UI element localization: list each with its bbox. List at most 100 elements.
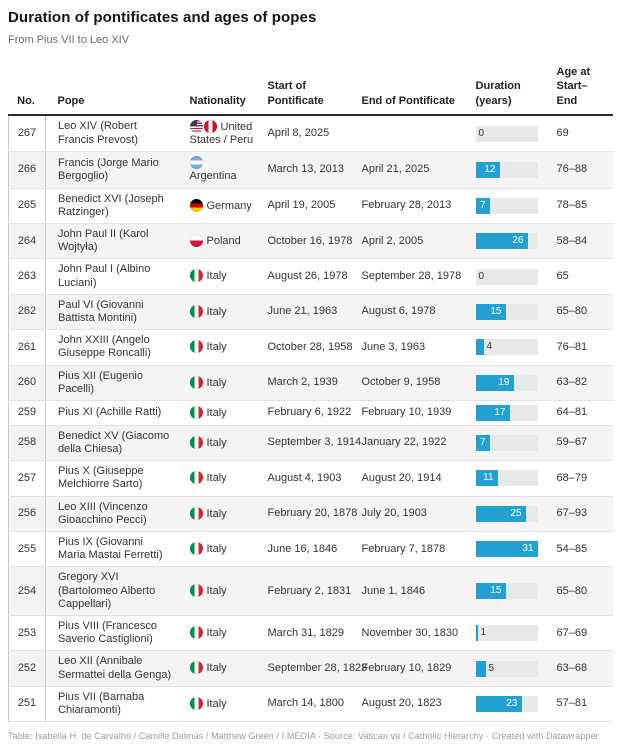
duration-value: 4 <box>486 341 493 353</box>
duration-bar-track: 7 <box>475 435 538 452</box>
flag-group <box>189 375 207 389</box>
pope-name: Gregory XVI (Bartolomeo Alberto Cappella… <box>45 566 184 616</box>
pope-number: 266 <box>8 151 46 189</box>
pope-number: 254 <box>8 566 46 616</box>
pope-name: Pius IX (Giovanni Maria Mastai Ferretti) <box>45 531 184 568</box>
nationality-cell: Argentina <box>183 151 262 189</box>
pope-name: John Paul II (Karol Wojtyła) <box>45 223 184 260</box>
pope-name: Pius VII (Barnaba Chiaramonti) <box>45 686 184 723</box>
flag-group <box>189 119 221 133</box>
nationality-label: Italy <box>206 472 227 485</box>
duration-bar-track: 4 <box>475 339 538 356</box>
duration-value: 1 <box>480 627 487 639</box>
start-date: March 2, 1939 <box>261 365 357 401</box>
italy-flag-icon <box>189 542 203 556</box>
age-range: 63–82 <box>549 365 613 401</box>
flag-group <box>189 471 207 485</box>
flag-group <box>189 435 207 449</box>
start-date: February 20, 1878 <box>261 496 357 533</box>
age-range: 65–80 <box>549 294 613 331</box>
table-body: 267 Leo XIV (Robert Francis Prevost) Uni… <box>8 114 613 723</box>
end-date: February 10, 1829 <box>356 650 467 687</box>
end-date <box>356 114 467 153</box>
pope-number: 262 <box>8 294 46 331</box>
pope-name: Pius XII (Eugenio Pacelli) <box>45 365 184 401</box>
table-row: 254 Gregory XVI (Bartolomeo Alberto Capp… <box>8 566 613 616</box>
nationality-cell: Italy <box>183 294 262 331</box>
start-date: February 2, 1831 <box>261 566 357 616</box>
table-row: 261 John XXIII (Angelo Giuseppe Roncalli… <box>8 329 613 366</box>
duration-bar-fill <box>475 541 538 558</box>
nationality-label: Italy <box>206 585 227 598</box>
nationality-cell: Italy <box>183 400 262 426</box>
start-date: February 6, 1922 <box>261 400 357 426</box>
flag-group <box>189 269 207 283</box>
end-date: June 3, 1963 <box>356 329 467 366</box>
start-date: August 4, 1903 <box>261 460 357 497</box>
duration-bar-track: 15 <box>475 583 538 600</box>
pope-number: 258 <box>8 425 46 462</box>
flag-group <box>189 696 207 710</box>
end-date: August 20, 1823 <box>356 686 467 723</box>
duration-value: 19 <box>498 376 510 388</box>
pope-number: 261 <box>8 329 46 366</box>
popes-table: No. Pope Nationality Start of Pontificat… <box>8 65 613 723</box>
duration-bar-fill <box>475 161 500 178</box>
pope-name: Pius X (Giuseppe Melchiorre Sarto) <box>45 460 184 497</box>
duration-value: 15 <box>490 305 502 317</box>
duration-bar-fill <box>475 583 506 600</box>
end-date: September 28, 1978 <box>356 258 467 295</box>
nationality-label: Germany <box>206 199 252 212</box>
column-header-age: Age at Start–End <box>549 65 613 116</box>
start-date: September 28, 1823 <box>261 650 367 687</box>
nationality-label: Italy <box>206 305 227 318</box>
italy-flag-icon <box>189 405 203 419</box>
argentina-flag-icon <box>189 156 203 170</box>
pope-number: 267 <box>8 114 46 153</box>
start-date: August 26, 1978 <box>261 258 357 295</box>
table-row: 256 Leo XIII (Vincenzo Gioacchino Pecci)… <box>8 496 613 533</box>
nationality-cell: Poland <box>183 223 262 260</box>
end-date: February 28, 2013 <box>356 188 467 225</box>
duration-bar-track: 19 <box>475 374 538 391</box>
italy-flag-icon <box>189 626 203 640</box>
duration-bar-fill <box>475 404 510 421</box>
pope-number: 251 <box>8 686 46 723</box>
germany-flag-icon <box>189 198 203 212</box>
nationality-label: Argentina <box>189 170 237 183</box>
nationality-label: Italy <box>206 627 227 640</box>
end-date: February 10, 1939 <box>356 400 467 426</box>
duration-value: 23 <box>506 697 518 709</box>
age-range: 64–81 <box>549 400 613 426</box>
nationality-cell: Italy <box>183 650 262 687</box>
duration-bar-fill <box>475 470 498 487</box>
duration-bar-cell: 11 <box>466 460 550 497</box>
duration-bar-fill <box>475 695 522 712</box>
flag-group <box>189 584 207 598</box>
duration-bar-fill <box>475 660 486 677</box>
table-row: 253 Pius VIII (Francesco Saverio Castigl… <box>8 615 613 652</box>
nationality-cell: Italy <box>183 329 262 366</box>
duration-value: 15 <box>490 585 502 597</box>
nationality-cell: Italy <box>183 460 262 497</box>
nationality-cell: Italy <box>183 365 262 401</box>
start-date: April 8, 2025 <box>261 114 357 153</box>
flag-group <box>189 304 207 318</box>
start-date: April 19, 2005 <box>261 188 357 225</box>
start-date: March 13, 2013 <box>261 151 357 189</box>
table-row: 267 Leo XIV (Robert Francis Prevost) Uni… <box>8 114 613 153</box>
column-header-end: End of Pontificate <box>356 65 467 116</box>
end-date: April 2, 2005 <box>356 223 467 260</box>
nationality-cell: United States / Peru <box>183 114 262 153</box>
flag-group <box>189 234 207 248</box>
age-range: 54–85 <box>549 531 613 568</box>
duration-bar-cell: 17 <box>466 400 550 426</box>
nationality-label: Italy <box>206 436 227 449</box>
pope-name: Benedict XVI (Joseph Ratzinger) <box>45 188 184 225</box>
table-row: 251 Pius VII (Barnaba Chiaramonti) Italy… <box>8 686 613 723</box>
duration-bar-fill <box>475 339 484 356</box>
nationality-label: Italy <box>206 341 227 354</box>
duration-bar-cell: 5 <box>466 650 550 687</box>
duration-bar-fill <box>475 625 478 642</box>
nationality-cell: Italy <box>183 686 262 723</box>
